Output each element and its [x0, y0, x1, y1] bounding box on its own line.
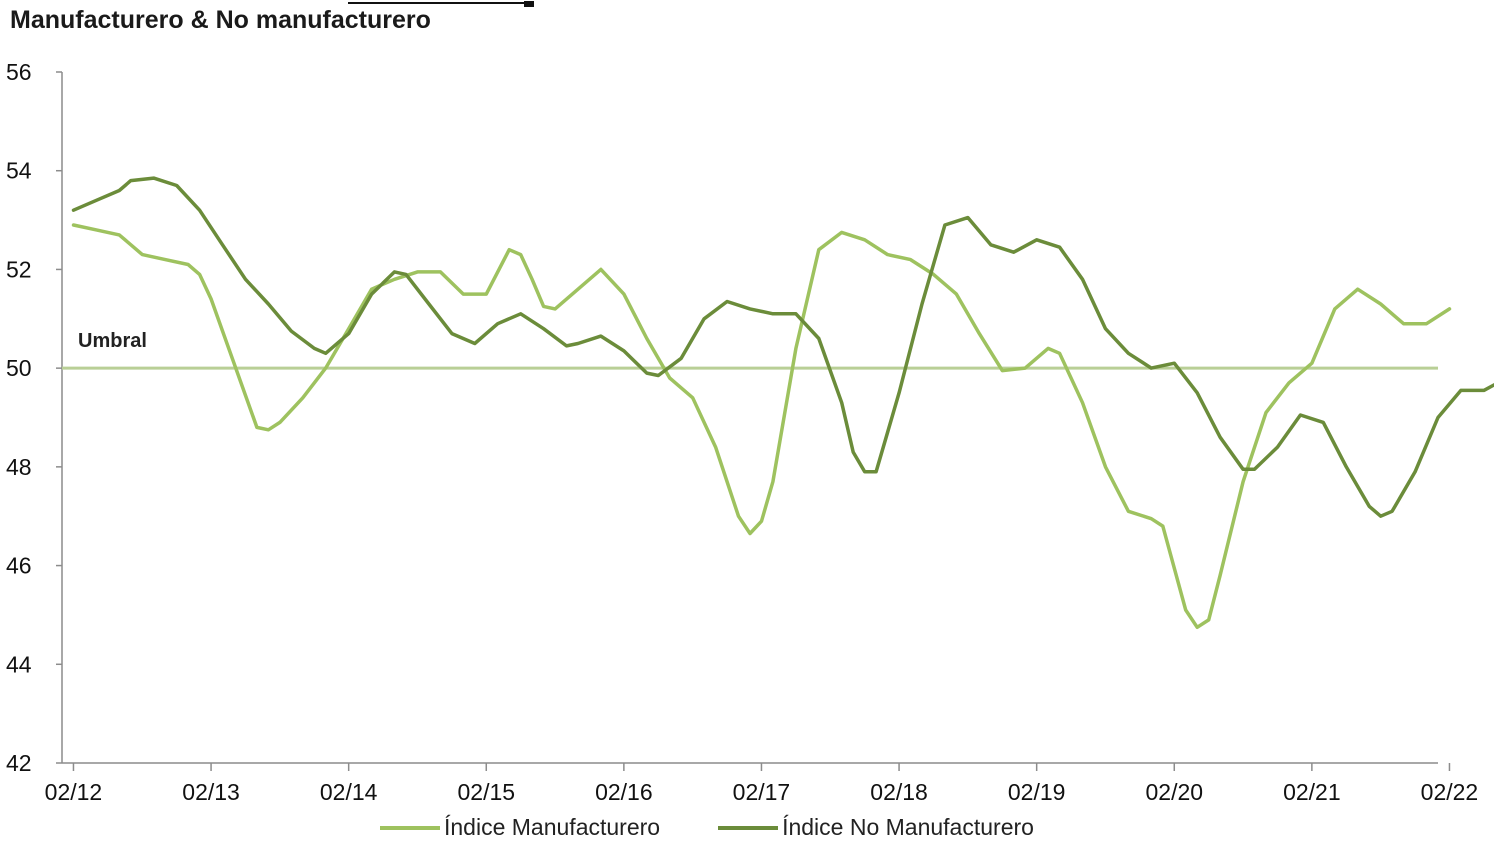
x-tick-label: 02/21	[1283, 779, 1341, 805]
x-tick-label: 02/12	[45, 779, 103, 805]
x-tick-label: 02/15	[457, 779, 515, 805]
chart-title: Manufacturero & No manufacturero	[10, 6, 431, 34]
threshold-label: Umbral	[78, 330, 147, 352]
x-tick-label: 02/16	[595, 779, 653, 805]
title-decoration	[348, 2, 530, 4]
y-tick-label: 56	[6, 59, 32, 85]
legend-swatch-manufacturero	[380, 825, 440, 830]
legend-item-manufacturero: Índice Manufacturero	[380, 814, 660, 841]
x-tick-label: 02/18	[870, 779, 928, 805]
threshold-group: Umbral	[62, 330, 1438, 370]
x-tick-label: 02/20	[1145, 779, 1203, 805]
series-group	[71, 176, 1494, 630]
legend: Índice Manufacturero Índice No Manufactu…	[380, 814, 1092, 841]
legend-swatch-no-manufacturero	[718, 825, 779, 830]
y-tick-label: 48	[6, 454, 32, 480]
series-line-0	[71, 223, 1452, 630]
x-tick-label: 02/14	[320, 779, 378, 805]
y-tick-label: 50	[6, 355, 32, 381]
x-tick-label: 02/13	[182, 779, 240, 805]
y-tick-label: 44	[6, 651, 32, 677]
x-tick-label: 02/19	[1008, 779, 1066, 805]
title-decoration-end	[524, 1, 534, 7]
x-tick-label: 02/22	[1421, 779, 1479, 805]
axes: 42 44 46 48 50 52 54 56 02/12 02/13 02/14 02/15 02/1…	[6, 59, 1478, 805]
y-tick-label: 42	[6, 750, 32, 776]
y-tick-label: 46	[6, 553, 32, 579]
x-tick-label: 02/17	[733, 779, 791, 805]
legend-label-no-manufacturero: Índice No Manufacturero	[782, 814, 1034, 840]
series-line-1	[71, 176, 1494, 518]
y-tick-label: 54	[6, 158, 32, 184]
legend-label-manufacturero: Índice Manufacturero	[444, 814, 661, 840]
legend-item-no-manufacturero: Índice No Manufacturero	[718, 814, 1034, 841]
y-tick-label: 52	[6, 256, 32, 282]
